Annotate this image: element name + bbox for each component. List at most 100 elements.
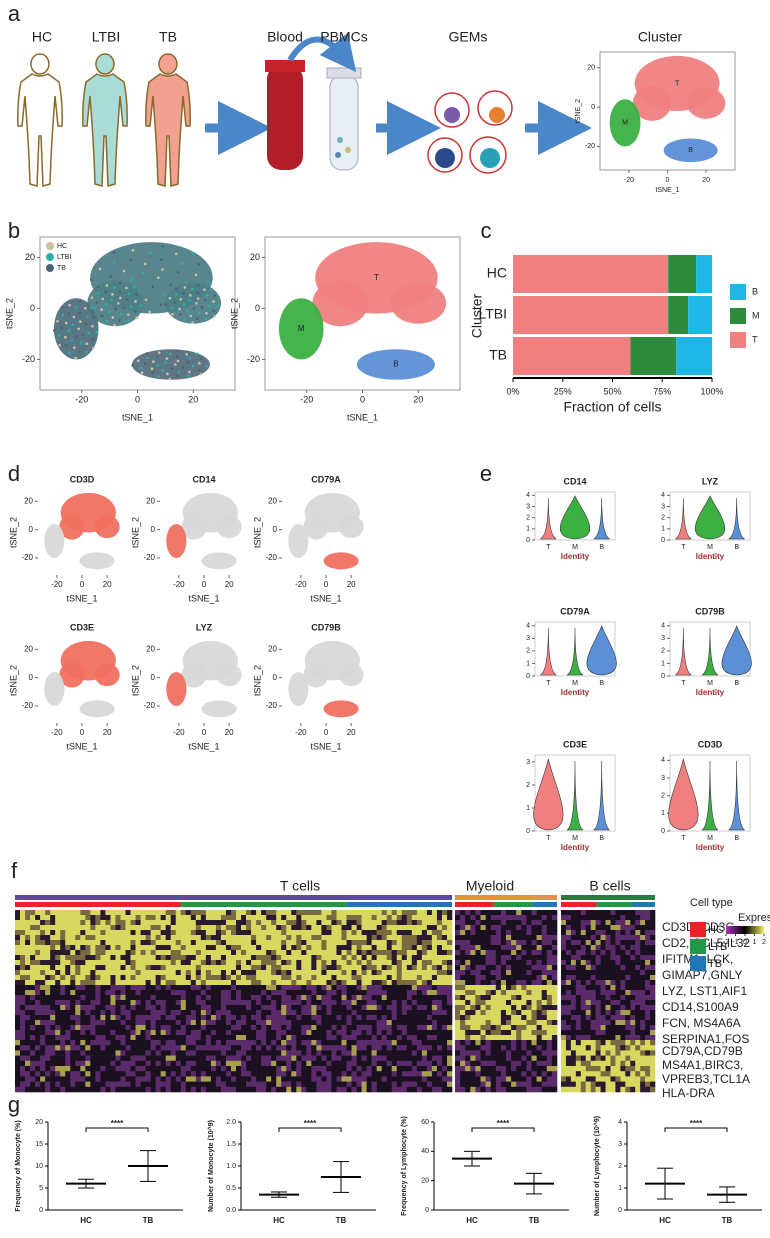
heat-cell [640,1045,646,1051]
cell-dot [197,311,201,315]
heat-cell [15,1010,21,1016]
heat-cell [311,915,317,921]
heat-cell [225,960,232,966]
heat-cell [570,980,577,986]
heat-cell [155,1015,161,1021]
heat-cell [436,1020,443,1026]
heat-cell [341,1076,347,1082]
heat-cell [200,920,207,926]
heat-cell [371,945,377,951]
heat-cell [455,950,461,956]
cell-dot [53,329,56,332]
heat-cell [155,1086,161,1093]
heat-cell [210,960,217,966]
heat-cell [516,1055,522,1062]
y-tick-label: 0 [526,828,530,835]
heat-cell [75,955,81,961]
heat-cell [565,1055,572,1062]
y-tick-label: -20 [585,143,595,150]
heat-cell [575,1030,582,1036]
heat-cell [441,910,448,916]
heat-cell [391,1030,398,1036]
heat-cell [500,1000,507,1006]
heat-cell [635,1005,641,1011]
heat-cell [115,920,121,926]
heat-cell [95,935,101,941]
heat-cell [645,970,651,976]
heat-cell [546,1045,553,1051]
heat-cell [40,985,46,991]
heat-cell [90,955,96,961]
heat-cell [500,1081,507,1088]
heat-cell [256,1010,262,1016]
heat-cell [416,1081,423,1088]
heat-cell [230,940,237,946]
heat-cell [90,985,96,991]
heat-cell [286,1050,292,1056]
heat-cell [40,1035,46,1041]
heat-cell [436,950,443,956]
heat-cell [490,975,497,981]
heat-cell [480,1030,486,1036]
heat-cell [331,1076,337,1082]
heat-cell [266,960,272,966]
heat-cell [546,1081,553,1088]
heat-cell [356,1040,362,1046]
heat-cell [470,930,476,936]
heat-cell [321,1045,327,1051]
heat-cell [256,1035,262,1041]
heat-cell [595,1025,601,1031]
heat-cell [391,1055,398,1062]
x-tick-label: -20 [173,728,185,737]
cell-dot [213,314,216,318]
heat-cell [361,915,367,921]
heat-cell [551,970,558,976]
heat-cell [75,1000,81,1006]
heat-cell [85,1010,91,1016]
heat-cell [366,1081,372,1088]
heat-cell [120,1030,126,1036]
heat-cell [511,1055,517,1062]
heat-cell [40,955,46,961]
y-tick-label: 20 [268,644,277,653]
heat-cell [236,1025,242,1031]
heat-cell [160,945,166,951]
heat-cell [110,1086,116,1093]
heat-cell [455,1045,461,1051]
heat-cell [416,920,423,926]
heat-cell [460,1045,466,1051]
heat-cell [565,935,572,941]
heat-cell [565,1010,572,1016]
heat-cell [266,1050,272,1056]
heat-cell [150,950,156,956]
heat-cell [261,1010,267,1016]
heat-cell [140,1060,146,1067]
heat-cell [105,990,111,996]
heat-cell [256,1060,262,1067]
heat-cell [516,1086,522,1093]
heat-cell [281,1045,287,1051]
y-tick-label: 0 [29,525,34,534]
heat-cell [595,985,601,991]
heat-cell [321,970,327,976]
heat-cell [436,1035,443,1041]
heat-cell [516,915,522,921]
heat-cell [301,940,307,946]
heat-cell [331,970,337,976]
heat-cell [215,1055,222,1062]
heat-cell [60,1076,66,1082]
heat-cell [40,945,46,951]
heat-cell [306,985,312,991]
heat-cell [371,1076,377,1082]
heat-cell [241,1005,247,1011]
heat-cell [421,1035,428,1041]
heat-cell [301,955,307,961]
heat-cell [306,915,312,921]
heat-cell [600,980,606,986]
heat-cell [110,1081,116,1088]
heat-cell [346,1060,352,1067]
heat-cell [75,1060,81,1067]
heat-cell [326,1020,332,1026]
heat-cell [376,1020,382,1026]
heat-cell [115,960,121,966]
